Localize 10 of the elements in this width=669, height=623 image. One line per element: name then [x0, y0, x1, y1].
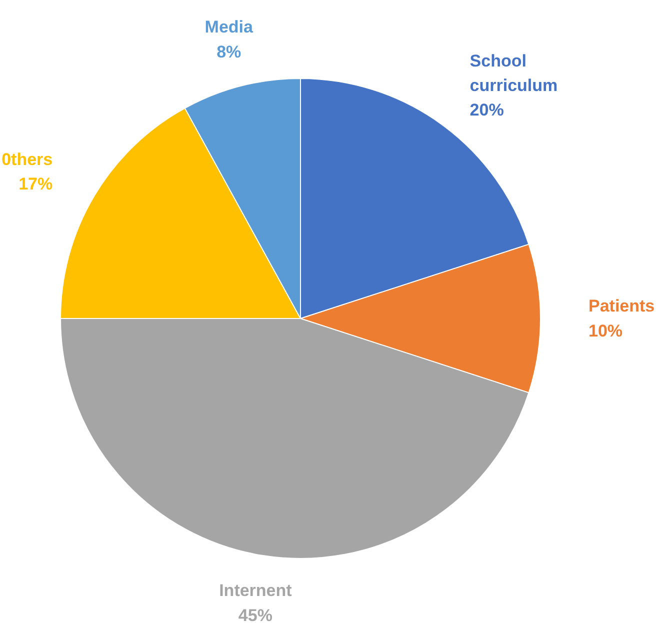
slice-label: School curriculum: [470, 51, 558, 96]
slice-label: Patients: [588, 296, 655, 316]
data-label: 20%: [470, 100, 504, 120]
data-label: 8%: [216, 42, 242, 62]
slice-label: 0thers: [2, 150, 53, 170]
data-label: 10%: [588, 321, 623, 340]
slice-label: Media: [204, 18, 254, 37]
data-label: 45%: [238, 606, 272, 623]
data-label: 17%: [18, 174, 53, 194]
slice-label: Internent: [219, 581, 292, 600]
